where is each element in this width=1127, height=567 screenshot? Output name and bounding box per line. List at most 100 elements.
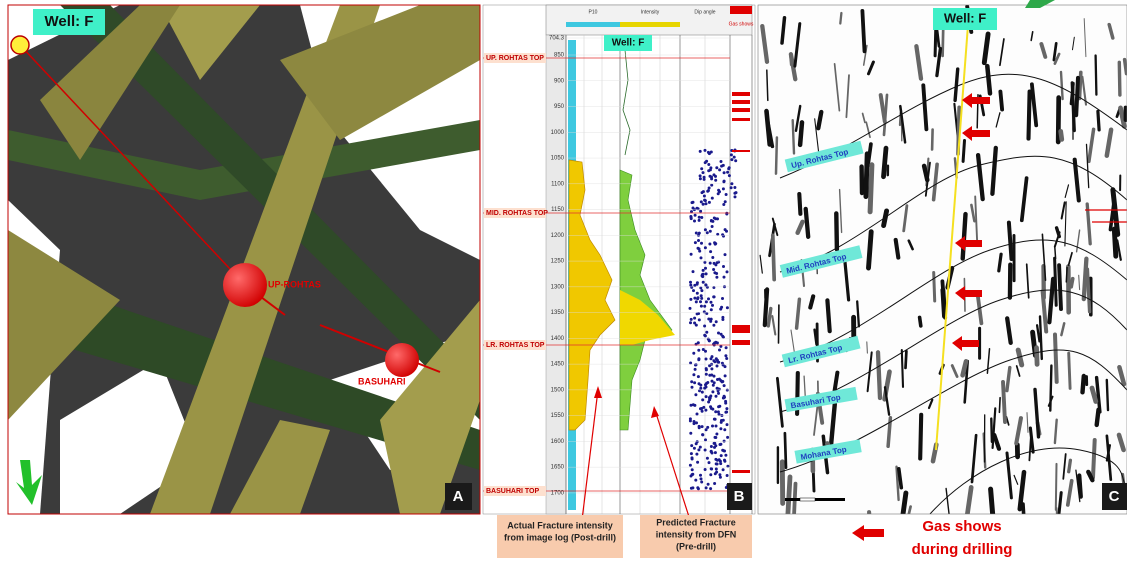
dip-point bbox=[716, 341, 719, 344]
dip-point bbox=[690, 380, 693, 383]
header-swatch bbox=[730, 6, 752, 14]
streak bbox=[1119, 62, 1120, 95]
dip-point bbox=[707, 169, 710, 172]
dip-point bbox=[693, 317, 696, 320]
depth-label: 1350 bbox=[551, 310, 565, 316]
panel-a: UP-ROHTAS BASUHARI bbox=[8, 5, 480, 514]
streak bbox=[1096, 56, 1097, 95]
dip-point bbox=[705, 386, 708, 389]
streak bbox=[896, 240, 899, 258]
dip-point bbox=[715, 272, 718, 275]
streak bbox=[924, 166, 927, 180]
panel-c: Up. Rohtas Top Mid. Rohtas Top Lr. Rohta… bbox=[758, 5, 1127, 551]
streak bbox=[1000, 92, 1002, 110]
dip-point bbox=[711, 390, 714, 393]
dip-point bbox=[726, 306, 729, 309]
dip-point bbox=[700, 477, 703, 480]
dip-point bbox=[695, 453, 698, 456]
dip-point bbox=[708, 398, 711, 401]
dip-point bbox=[711, 197, 714, 200]
streak bbox=[1069, 460, 1071, 471]
dip-point bbox=[690, 253, 693, 256]
streak bbox=[920, 415, 921, 459]
dip-point bbox=[723, 460, 726, 463]
marker-label: BASUHARI bbox=[358, 376, 406, 386]
dip-point bbox=[697, 375, 700, 378]
dip-point bbox=[704, 149, 707, 152]
dip-point bbox=[710, 176, 713, 179]
dip-point bbox=[705, 272, 708, 275]
dip-point bbox=[720, 421, 723, 424]
dip-point bbox=[707, 297, 710, 300]
dip-point bbox=[705, 331, 708, 334]
dip-point bbox=[721, 335, 724, 338]
header-label: Dip angle bbox=[694, 9, 715, 15]
dip-point bbox=[723, 180, 726, 183]
dip-point bbox=[705, 358, 708, 361]
dip-point bbox=[719, 379, 722, 382]
dip-point bbox=[699, 210, 702, 213]
formation-label: MID. ROHTAS TOP bbox=[486, 210, 548, 217]
dip-point bbox=[724, 200, 727, 203]
dip-point bbox=[715, 425, 718, 428]
dip-point bbox=[716, 378, 719, 381]
streak bbox=[1061, 72, 1063, 99]
streak bbox=[767, 70, 768, 100]
dip-point bbox=[700, 305, 703, 308]
dip-point bbox=[698, 318, 701, 321]
dip-point bbox=[691, 468, 694, 471]
dip-point bbox=[709, 166, 712, 169]
dip-point bbox=[696, 207, 699, 210]
dip-point bbox=[696, 461, 699, 464]
dip-point bbox=[726, 389, 729, 392]
streak bbox=[963, 214, 966, 259]
dip-point bbox=[689, 432, 692, 435]
streak bbox=[810, 296, 813, 307]
dip-point bbox=[695, 442, 698, 445]
dip-point bbox=[713, 442, 716, 445]
streak bbox=[782, 18, 785, 43]
dip-point bbox=[715, 276, 718, 279]
dip-point bbox=[716, 261, 719, 264]
dip-point bbox=[698, 250, 701, 253]
dip-point bbox=[725, 411, 728, 414]
dip-point bbox=[718, 349, 721, 352]
depth-label: 1450 bbox=[551, 362, 565, 368]
dip-point bbox=[713, 446, 716, 449]
dip-point bbox=[704, 449, 707, 452]
legend-label: during drilling bbox=[912, 541, 1013, 558]
streak bbox=[1059, 265, 1061, 309]
dip-point bbox=[700, 167, 703, 170]
dip-point bbox=[696, 413, 699, 416]
dip-point bbox=[709, 473, 712, 476]
dip-point bbox=[700, 297, 703, 300]
streak bbox=[963, 141, 964, 162]
dip-point bbox=[726, 171, 729, 174]
dip-point bbox=[707, 318, 710, 321]
dip-point bbox=[704, 267, 707, 270]
streak bbox=[867, 342, 868, 353]
depth-label: 1050 bbox=[551, 156, 565, 162]
dip-point bbox=[724, 400, 727, 403]
dip-point bbox=[710, 450, 713, 453]
streak bbox=[793, 120, 794, 153]
dip-point bbox=[698, 216, 701, 219]
dip-point bbox=[714, 472, 717, 475]
dip-point bbox=[695, 363, 698, 366]
streak bbox=[866, 154, 867, 197]
dip-point bbox=[695, 232, 698, 235]
dip-point bbox=[725, 407, 728, 410]
depth-label: 950 bbox=[554, 104, 565, 110]
dip-point bbox=[710, 367, 713, 370]
streak bbox=[869, 232, 872, 268]
dip-point bbox=[695, 300, 698, 303]
dip-point bbox=[726, 423, 729, 426]
dip-point bbox=[700, 216, 703, 219]
dip-point bbox=[725, 230, 728, 233]
streak bbox=[1125, 60, 1127, 74]
dip-point bbox=[704, 409, 707, 412]
dip-point bbox=[726, 270, 729, 273]
dip-point bbox=[702, 281, 705, 284]
dip-point bbox=[709, 250, 712, 253]
dip-point bbox=[708, 461, 711, 464]
